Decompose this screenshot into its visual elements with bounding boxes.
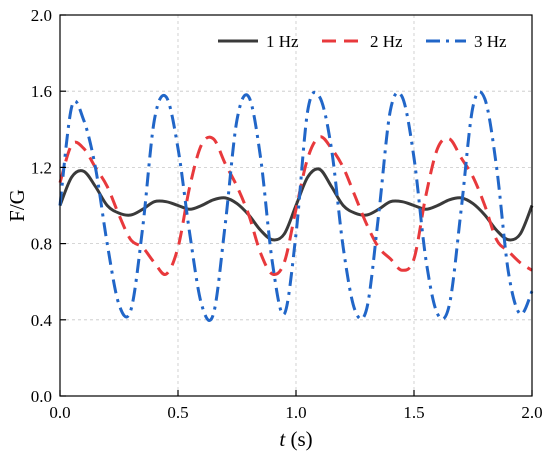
y-tick-label: 1.2 <box>31 158 52 177</box>
legend: 1 Hz 2 Hz 3 Hz <box>218 32 507 51</box>
x-tick-label: 1.0 <box>285 403 306 422</box>
y-tick-label: 1.6 <box>31 82 52 101</box>
y-tick-label: 0.8 <box>31 235 52 254</box>
x-tick-label: 1.5 <box>403 403 424 422</box>
x-tick-label: 0.5 <box>167 403 188 422</box>
x-axis-label: t (s) <box>279 427 312 451</box>
x-tick-label: 2.0 <box>521 403 542 422</box>
y-tick-label: 2.0 <box>31 6 52 25</box>
legend-label-3: 3 Hz <box>474 32 507 51</box>
series-line-2 <box>58 135 533 276</box>
y-tick-label: 0.4 <box>31 311 53 330</box>
series-layer <box>58 90 534 322</box>
legend-label-2: 2 Hz <box>370 32 403 51</box>
y-tick-label: 0.0 <box>31 387 52 406</box>
x-axis-label-symbol: t <box>279 427 286 451</box>
x-axis-label-unit: (s) <box>285 427 312 451</box>
axis-ticks: 0.0 0.5 1.0 1.5 2.0 0.0 0.4 0.8 1.2 1.6 2.0 <box>31 6 543 422</box>
legend-label-1: 1 Hz <box>266 32 299 51</box>
x-tick-label: 0.0 <box>49 403 70 422</box>
y-axis-label: F/G <box>5 189 29 222</box>
